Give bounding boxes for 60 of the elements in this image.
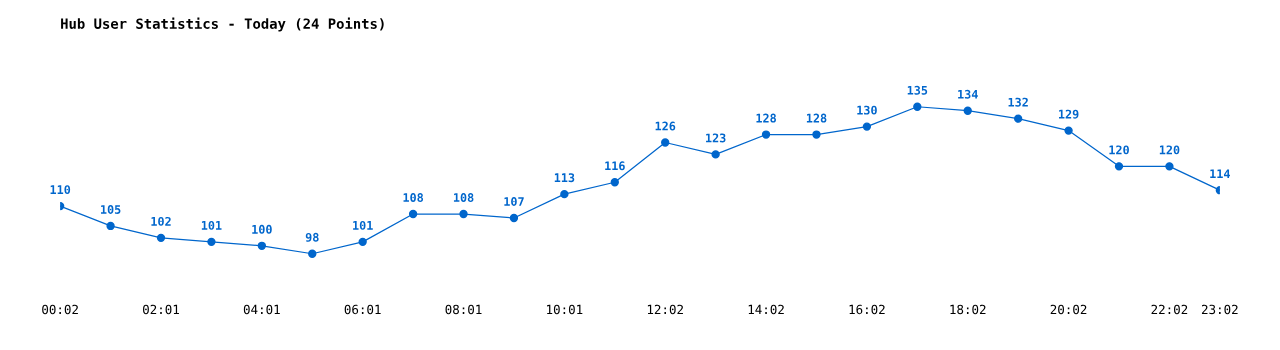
point xyxy=(459,209,468,219)
x-tick-label: 10:01 xyxy=(547,304,583,315)
point xyxy=(812,130,821,139)
point xyxy=(913,102,922,111)
data-label: 114 xyxy=(1210,169,1230,179)
data-label: 135 xyxy=(907,85,928,95)
x-tick-label: 23:02 xyxy=(1201,304,1238,315)
point xyxy=(408,209,418,219)
x-tick-label: 04:01 xyxy=(243,304,280,315)
x-tick-label: 06:01 xyxy=(344,304,381,315)
x-tick-label: 16:02 xyxy=(849,304,885,315)
point xyxy=(963,106,972,115)
data-label: 126 xyxy=(655,121,676,131)
data-label: 105 xyxy=(101,205,121,214)
point xyxy=(207,237,216,246)
x-tick-label: 12:02 xyxy=(647,304,683,315)
x-tick-label: 14:02 xyxy=(748,304,784,315)
data-label: 113 xyxy=(554,173,575,183)
chart-title: Hub User Statistics - Today (24 Points) xyxy=(61,17,384,32)
data-label: 107 xyxy=(504,197,524,206)
point xyxy=(106,221,115,231)
data-label: 128 xyxy=(756,113,776,123)
data-label: 98 xyxy=(305,232,319,242)
data-label: 101 xyxy=(353,220,373,230)
point xyxy=(257,241,267,250)
data-label: 110 xyxy=(50,185,71,195)
point xyxy=(610,178,619,187)
point xyxy=(1114,162,1124,171)
point xyxy=(1165,162,1174,171)
point xyxy=(761,130,771,139)
point xyxy=(862,122,872,131)
data-label: 101 xyxy=(201,220,222,230)
point xyxy=(711,150,720,159)
point xyxy=(1013,114,1023,123)
data-label: 134 xyxy=(958,89,978,99)
point xyxy=(358,237,367,246)
x-tick-label: 02:01 xyxy=(143,304,179,315)
x-tick-label: 20:02 xyxy=(1050,304,1087,315)
data-label: 130 xyxy=(857,105,877,115)
x-tick-label: 22:02 xyxy=(1151,304,1188,315)
data-label: 132 xyxy=(1008,97,1028,107)
data-label: 100 xyxy=(252,224,272,234)
point xyxy=(661,138,670,147)
data-label: 102 xyxy=(151,216,171,226)
data-label: 108 xyxy=(403,193,424,203)
data-label: 120 xyxy=(1109,145,1129,155)
data-label: 116 xyxy=(605,161,625,171)
point xyxy=(560,189,569,199)
x-tick-label: 18:02 xyxy=(950,304,986,315)
data-label: 120 xyxy=(1159,145,1180,155)
point xyxy=(1064,126,1073,135)
x-tick-label: 00:02 xyxy=(42,304,78,315)
point xyxy=(156,233,166,243)
point xyxy=(509,213,519,223)
point xyxy=(308,249,317,258)
data-label: 129 xyxy=(1059,109,1079,119)
data-label: 128 xyxy=(806,113,827,123)
data-label: 123 xyxy=(706,133,726,143)
x-tick-label: 08:01 xyxy=(445,304,482,315)
data-label: 108 xyxy=(453,193,474,203)
